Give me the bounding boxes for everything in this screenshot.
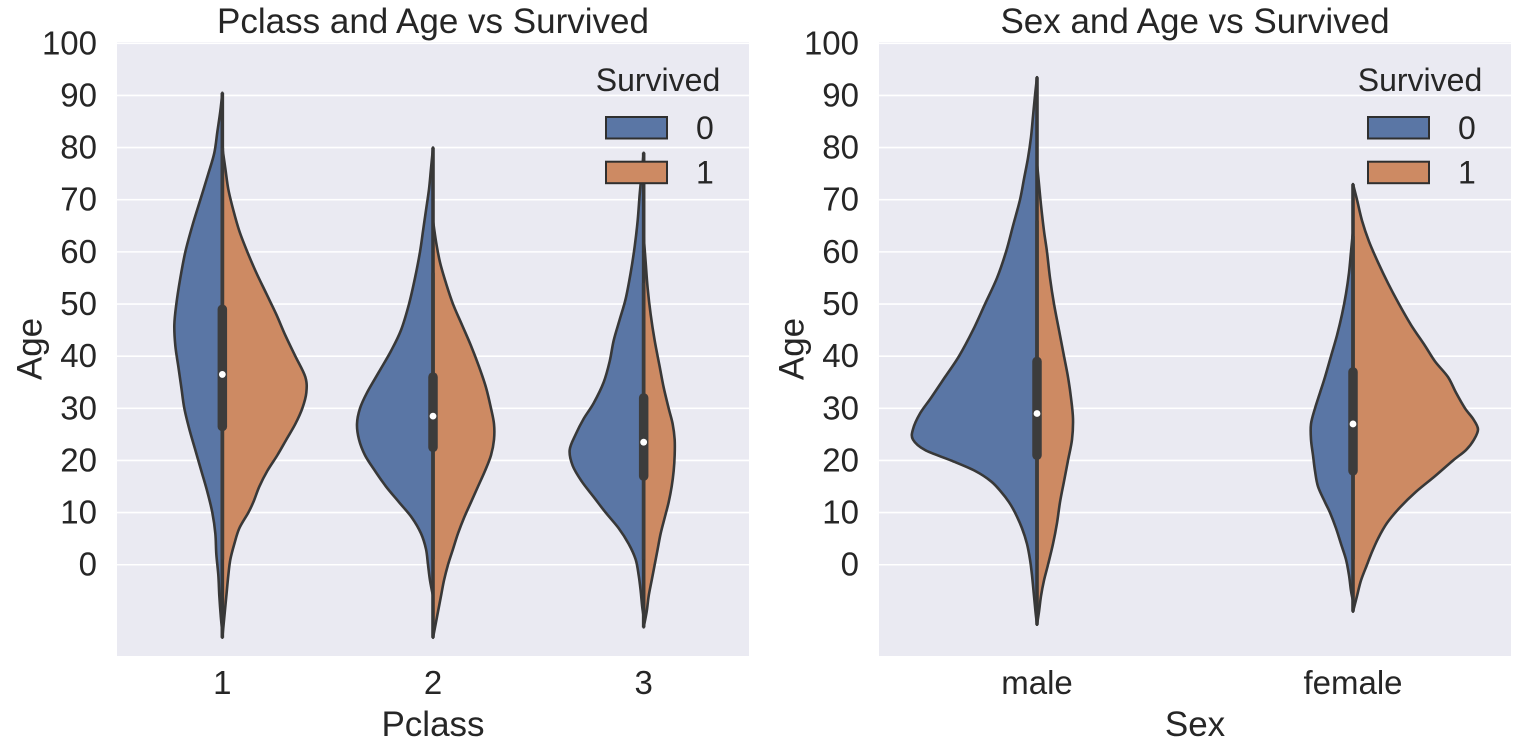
y-axis-label: Age xyxy=(772,318,811,380)
y-tick-label: 90 xyxy=(822,76,859,113)
median-dot xyxy=(218,371,226,378)
violin-half-survived-0 xyxy=(173,91,224,634)
y-tick-label: 50 xyxy=(822,285,859,322)
y-tick-label: 10 xyxy=(822,494,859,531)
violin-half-survived-1 xyxy=(642,234,677,629)
y-tick-label: 0 xyxy=(841,546,859,583)
x-axis-label: Pclass xyxy=(381,705,484,744)
plot-title: Pclass and Age vs Survived xyxy=(217,2,649,41)
violin-half-survived-1 xyxy=(1351,182,1480,613)
median-dot xyxy=(1349,420,1357,428)
x-tick-label: 3 xyxy=(634,664,652,701)
legend-patch-survived-0 xyxy=(1367,116,1430,140)
y-tick-label: 30 xyxy=(822,389,859,426)
violin-female xyxy=(1309,182,1480,613)
violin-half-survived-0 xyxy=(910,75,1039,627)
legend-label: 0 xyxy=(696,110,714,146)
legend-label: 0 xyxy=(1458,110,1476,146)
legend-label: 1 xyxy=(1458,155,1476,191)
legend-title: Survived xyxy=(1358,62,1483,98)
violin-half-survived-0 xyxy=(568,151,645,619)
x-tick-label: 2 xyxy=(424,664,442,701)
violin-half-survived-0 xyxy=(355,146,435,598)
violin-half-survived-0 xyxy=(1309,229,1355,603)
legend: Survived 0 1 xyxy=(596,62,721,191)
plot-title: Sex and Age vs Survived xyxy=(1000,2,1389,41)
y-tick-label: 40 xyxy=(60,337,97,374)
subplot-0: Pclass and Age vs SurvivedAgePclass10090… xyxy=(10,2,749,744)
y-tick-label: 20 xyxy=(60,441,97,478)
x-tick-label: female xyxy=(1303,664,1402,701)
y-tick-label: 10 xyxy=(60,494,97,531)
legend-patch-survived-1 xyxy=(605,160,668,185)
subplot-1: Sex and Age vs SurvivedAgeSex10090807060… xyxy=(772,2,1511,744)
legend-patch-survived-0 xyxy=(605,116,668,140)
y-tick-label: 80 xyxy=(60,129,97,166)
x-tick-label: 1 xyxy=(213,664,231,701)
y-axis-label-group: Age xyxy=(10,318,49,380)
violin-male xyxy=(910,75,1075,627)
y-tick-label: 60 xyxy=(60,233,97,270)
y-tick-label: 70 xyxy=(822,181,859,218)
legend: Survived 0 1 xyxy=(1358,62,1483,191)
y-tick-label: 40 xyxy=(822,337,859,374)
y-tick-label: 20 xyxy=(822,441,859,478)
y-axis-label: Age xyxy=(10,318,49,380)
median-dot xyxy=(429,412,437,420)
y-tick-label: 50 xyxy=(60,285,97,322)
legend-patch-survived-1 xyxy=(1367,160,1430,185)
violin-1 xyxy=(173,91,309,640)
x-tick-label: male xyxy=(1001,664,1073,701)
median-dot xyxy=(1033,410,1041,417)
y-tick-label: 30 xyxy=(60,389,97,426)
x-axis-label: Sex xyxy=(1165,705,1226,744)
y-axis-label-group: Age xyxy=(772,318,811,380)
violin-half-survived-1 xyxy=(1035,161,1075,627)
y-tick-label: 90 xyxy=(60,76,97,113)
violin-3 xyxy=(568,151,677,629)
legend-title: Survived xyxy=(596,62,721,98)
legend-label: 1 xyxy=(696,155,714,191)
y-tick-label: 0 xyxy=(79,546,97,583)
y-tick-label: 100 xyxy=(804,24,859,61)
violin-half-survived-1 xyxy=(431,219,496,640)
violin-2 xyxy=(355,146,496,640)
violin-half-survived-1 xyxy=(221,146,309,640)
y-tick-label: 100 xyxy=(42,24,97,61)
y-tick-label: 80 xyxy=(822,129,859,166)
y-tick-label: 60 xyxy=(822,233,859,270)
median-dot xyxy=(640,438,648,446)
y-tick-label: 70 xyxy=(60,181,97,218)
